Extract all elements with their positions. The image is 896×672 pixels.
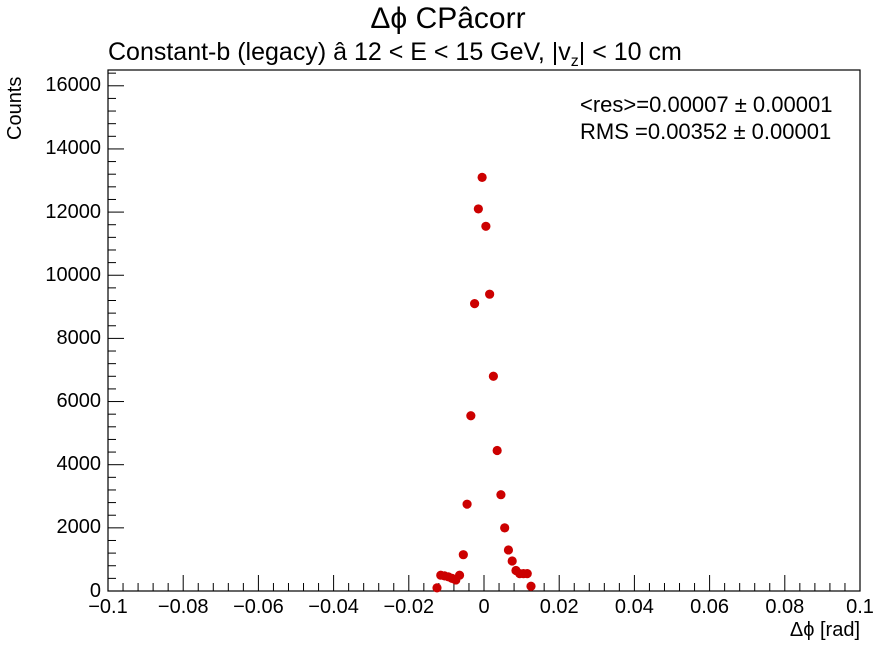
- data-point: [522, 569, 532, 579]
- data-point: [488, 371, 498, 381]
- x-tick-label: 0.08: [765, 596, 805, 618]
- data-point: [526, 581, 536, 591]
- x-tick-label: 0.06: [690, 596, 730, 618]
- data-point: [454, 570, 465, 580]
- axis-ticks: [107, 72, 861, 592]
- subtitle-main: Constant-b (legacy) â 12 < E < 15 GeV, |…: [108, 38, 571, 66]
- y-tick-label: 6000: [56, 390, 102, 413]
- data-point: [503, 545, 514, 555]
- data-point: [462, 499, 472, 509]
- data-points: [432, 172, 536, 593]
- data-point: [492, 445, 502, 456]
- subtitle-tail: | < 10 cm: [578, 38, 682, 66]
- plot-frame: [107, 69, 861, 592]
- stats-rms: RMS =0.00352 ± 0.00001: [580, 119, 832, 144]
- x-tick-label: 0: [478, 596, 490, 618]
- data-point: [485, 289, 495, 299]
- data-point: [466, 411, 476, 421]
- y-tick-label: 2000: [56, 516, 102, 539]
- data-point: [432, 583, 442, 593]
- x-tick-label: 0.1: [846, 596, 874, 618]
- y-tick-label: 12000: [45, 200, 101, 223]
- data-point: [473, 204, 483, 214]
- chart-subtitle: Constant-b (legacy) â 12 < E < 15 GeV, |…: [108, 38, 682, 71]
- x-tick-label: 0.02: [539, 596, 579, 618]
- x-axis-label: Δϕ [rad]: [789, 619, 860, 641]
- data-point: [481, 221, 491, 231]
- data-point: [500, 523, 510, 533]
- x-tick-label: 0.04: [614, 596, 654, 618]
- y-axis-label: Counts: [4, 76, 26, 140]
- y-tick-label: 14000: [45, 137, 101, 160]
- y-tick-label: 8000: [56, 326, 102, 349]
- x-tick-label: −0.04: [308, 596, 359, 618]
- data-point: [496, 490, 506, 500]
- x-tick-label: −0.02: [383, 596, 435, 618]
- x-tick-label: −0.08: [157, 596, 209, 618]
- stats-mean: <res>=0.00007 ± 0.00001: [580, 92, 833, 117]
- y-tick-label: 10000: [45, 263, 101, 286]
- y-tick-label: 0: [89, 579, 101, 602]
- data-point: [507, 556, 517, 566]
- data-point: [477, 172, 487, 182]
- subtitle-subscript: z: [570, 53, 579, 70]
- chart-title: Δϕ CPâcorr: [370, 2, 526, 35]
- y-tick-label: 16000: [45, 74, 101, 97]
- x-tick-label: −0.1: [88, 596, 128, 618]
- x-tick-label: −0.06: [233, 596, 284, 618]
- data-point: [458, 550, 468, 560]
- stats-box: <res>=0.00007 ± 0.00001 RMS =0.00352 ± 0…: [580, 91, 832, 145]
- y-tick-label: 4000: [56, 453, 102, 476]
- data-point: [470, 299, 480, 309]
